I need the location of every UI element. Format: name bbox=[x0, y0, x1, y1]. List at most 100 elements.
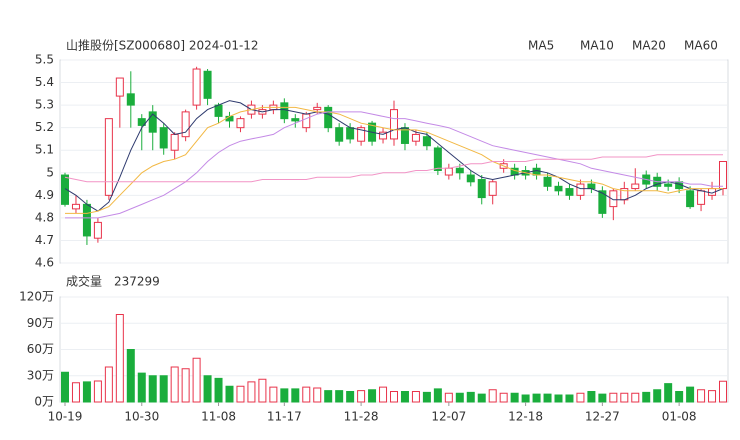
volume-bar bbox=[302, 386, 311, 403]
volume-bar bbox=[510, 392, 519, 403]
candle-body bbox=[214, 104, 223, 117]
volume-bar bbox=[664, 383, 673, 403]
volume-bar bbox=[137, 372, 146, 403]
candle-body bbox=[181, 111, 190, 138]
volume-bar bbox=[269, 386, 278, 403]
volume-bar bbox=[71, 382, 80, 403]
candle-body bbox=[466, 174, 475, 183]
volume-bar bbox=[203, 375, 212, 403]
volume-bar bbox=[719, 380, 727, 403]
candle-body bbox=[126, 93, 135, 106]
volume-bar bbox=[280, 388, 289, 403]
x-tick-label: 11-08 bbox=[201, 410, 236, 424]
candle-body bbox=[346, 127, 355, 140]
volume-bar bbox=[214, 377, 223, 403]
volume-bar bbox=[422, 391, 431, 403]
candle-body bbox=[565, 188, 574, 196]
y-tick-label: 0万 bbox=[34, 395, 54, 409]
candle-body bbox=[159, 127, 168, 149]
candle-body bbox=[192, 68, 201, 106]
volume-bar bbox=[61, 371, 69, 403]
volume-bar bbox=[642, 391, 651, 403]
volume-bar bbox=[324, 390, 333, 403]
y-tick-label: 5.2 bbox=[35, 120, 54, 134]
candle-body bbox=[115, 77, 124, 97]
candle-body bbox=[61, 174, 69, 205]
candle-body bbox=[598, 190, 607, 214]
volume-bar bbox=[368, 389, 377, 403]
volume-bar bbox=[554, 394, 563, 403]
candle-body bbox=[488, 181, 497, 196]
candle-body bbox=[291, 118, 300, 122]
y-tick-label: 60万 bbox=[27, 342, 54, 356]
candle-body bbox=[444, 167, 453, 176]
volume-bar bbox=[379, 386, 388, 403]
volume-bar bbox=[346, 391, 355, 403]
volume-bar bbox=[565, 394, 574, 403]
x-tick-label: 10-30 bbox=[124, 410, 159, 424]
candle-body bbox=[433, 147, 442, 172]
volume-bar bbox=[126, 349, 135, 403]
volume-bar bbox=[181, 368, 190, 403]
volume-bar bbox=[521, 394, 530, 403]
y-tick-label: 4.6 bbox=[35, 256, 54, 270]
volume-bar bbox=[620, 392, 629, 403]
y-tick-label: 90万 bbox=[27, 316, 54, 330]
legend-label: MA20 bbox=[632, 39, 666, 53]
volume-bar bbox=[400, 391, 409, 403]
volume-bar bbox=[159, 375, 168, 403]
volume-bar bbox=[82, 381, 91, 403]
candle-body bbox=[170, 133, 179, 151]
volume-bar bbox=[708, 390, 717, 403]
y-tick-label: 4.9 bbox=[35, 188, 54, 202]
volume-bar bbox=[477, 393, 486, 403]
volume-bar bbox=[675, 391, 684, 403]
volume-bar bbox=[411, 391, 420, 403]
volume-bar bbox=[587, 391, 596, 403]
candle-body bbox=[137, 118, 146, 126]
volume-bar bbox=[631, 392, 640, 403]
ma-line bbox=[64, 154, 723, 183]
y-tick-label: 4.8 bbox=[35, 210, 54, 224]
legend-label: MA5 bbox=[528, 39, 554, 53]
candle-body bbox=[719, 161, 727, 190]
candle-body bbox=[93, 221, 102, 239]
candle-body bbox=[335, 127, 344, 142]
volume-bar bbox=[148, 375, 157, 403]
candle-body bbox=[390, 109, 398, 140]
x-tick-label: 11-28 bbox=[344, 410, 379, 424]
candle-body bbox=[280, 102, 289, 120]
volume-bar bbox=[433, 388, 442, 403]
candle-body bbox=[411, 133, 420, 142]
candle-body bbox=[576, 183, 585, 196]
candle-body bbox=[664, 183, 673, 187]
y-tick-label: 5.1 bbox=[35, 143, 54, 157]
volume-bar bbox=[192, 357, 201, 403]
volume-bar bbox=[390, 391, 398, 403]
candle-body bbox=[82, 203, 91, 237]
candle-body bbox=[148, 111, 157, 133]
volume-bar bbox=[488, 389, 497, 403]
price-panel-frame bbox=[59, 59, 729, 264]
candle-body bbox=[587, 183, 596, 190]
candle-body bbox=[379, 131, 388, 140]
volume-bar bbox=[466, 391, 475, 403]
legend-label: MA60 bbox=[684, 39, 718, 53]
x-tick-label: 11-17 bbox=[267, 410, 302, 424]
x-tick-label: 01-08 bbox=[662, 410, 697, 424]
volume-bar bbox=[686, 386, 695, 403]
candle-body bbox=[203, 70, 212, 99]
volume-bar bbox=[236, 385, 245, 403]
y-tick-label: 120万 bbox=[19, 290, 54, 304]
ma-line bbox=[65, 106, 723, 214]
candle-body bbox=[543, 176, 552, 187]
candle-body bbox=[71, 203, 80, 210]
candle-body bbox=[225, 115, 234, 122]
y-tick-label: 5 bbox=[46, 165, 54, 179]
candle-body bbox=[422, 136, 431, 147]
legend-label: MA10 bbox=[580, 39, 614, 53]
volume-bar bbox=[532, 393, 541, 403]
volume-bar bbox=[291, 388, 300, 403]
candle-body bbox=[686, 190, 695, 208]
